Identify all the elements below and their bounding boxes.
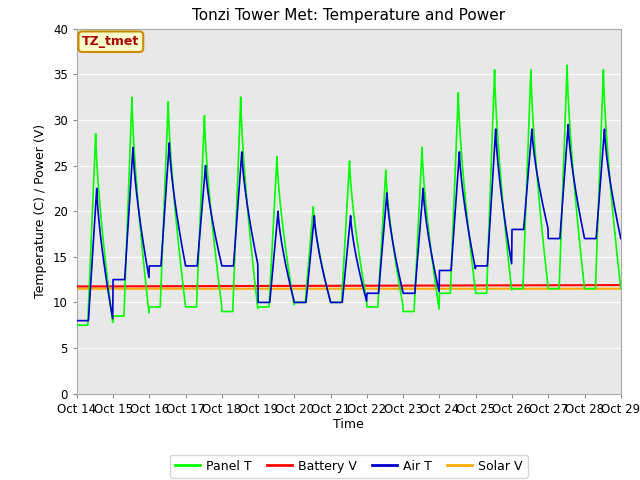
- X-axis label: Time: Time: [333, 419, 364, 432]
- Title: Tonzi Tower Met: Temperature and Power: Tonzi Tower Met: Temperature and Power: [192, 9, 506, 24]
- Legend: Panel T, Battery V, Air T, Solar V: Panel T, Battery V, Air T, Solar V: [170, 455, 528, 478]
- Y-axis label: Temperature (C) / Power (V): Temperature (C) / Power (V): [35, 124, 47, 298]
- Text: TZ_tmet: TZ_tmet: [82, 35, 140, 48]
